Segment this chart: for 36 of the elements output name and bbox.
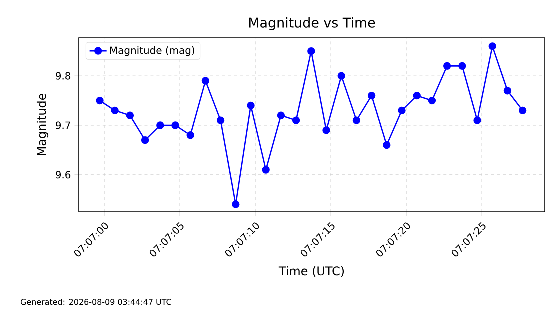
point — [216, 116, 225, 124]
point — [322, 126, 330, 134]
point — [488, 42, 496, 50]
point — [156, 122, 164, 130]
point — [186, 132, 194, 140]
y-axis-title: Magnitude — [36, 94, 49, 156]
point — [247, 102, 255, 110]
point — [398, 106, 406, 114]
point — [262, 166, 270, 174]
point — [96, 96, 104, 105]
chart-title: Magnitude vs Time — [249, 17, 376, 30]
y-tick-label: 9.8 — [56, 72, 71, 80]
legend-label: Magnitude (mag) — [110, 46, 194, 56]
point — [474, 116, 482, 124]
point — [126, 112, 134, 120]
point — [504, 87, 512, 95]
y-tick-label: 9.7 — [56, 122, 70, 130]
point — [232, 200, 240, 208]
point — [292, 116, 300, 124]
point — [383, 141, 391, 150]
point — [413, 92, 421, 100]
point — [172, 122, 180, 130]
x-axis-title: Time (UTC) — [278, 266, 344, 278]
point — [202, 77, 210, 85]
point — [141, 136, 150, 144]
point — [277, 112, 286, 120]
point — [428, 96, 436, 105]
point — [518, 106, 527, 114]
y-tick-label: 9.6 — [56, 171, 71, 179]
point — [458, 62, 466, 70]
point — [352, 116, 361, 124]
point — [368, 92, 376, 100]
point — [338, 72, 346, 80]
point — [111, 106, 119, 114]
point — [308, 48, 316, 56]
point — [443, 62, 452, 70]
